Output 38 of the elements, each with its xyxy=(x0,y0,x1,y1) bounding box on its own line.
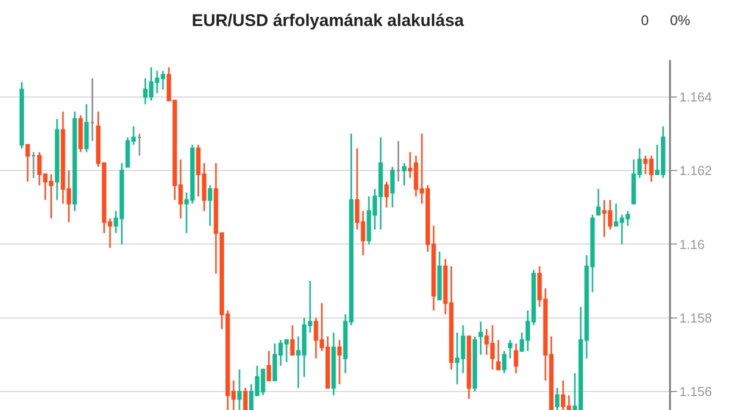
y-tick-label: 1.162 xyxy=(679,163,712,178)
candlestick xyxy=(84,103,89,153)
candlestick xyxy=(472,336,478,392)
candlestick xyxy=(496,339,501,370)
candlestick xyxy=(502,350,506,374)
candlestick xyxy=(237,368,242,410)
candlestick xyxy=(137,132,142,157)
y-tick-label: 1.156 xyxy=(679,384,712,400)
candlestick xyxy=(266,350,272,382)
candlestick xyxy=(25,144,30,182)
candlestick xyxy=(390,166,395,208)
candlestick xyxy=(78,114,83,153)
candlestick xyxy=(508,339,512,360)
y-tick-label: 1.164 xyxy=(679,89,712,104)
candlestick xyxy=(54,118,60,201)
candlestick xyxy=(20,81,24,150)
candlestick xyxy=(290,324,295,356)
chart-title: EUR/USD árfolyamának alakulása xyxy=(192,10,464,30)
text: 0 xyxy=(641,12,649,28)
candlestick xyxy=(402,162,406,186)
candlestick xyxy=(331,332,336,396)
candlestick xyxy=(208,184,212,227)
candlestick xyxy=(72,110,77,212)
candlestick xyxy=(31,151,36,179)
y-tick-label: 1.158 xyxy=(679,310,712,326)
text: 0% xyxy=(670,12,690,28)
candlestick xyxy=(384,180,389,208)
candlestick xyxy=(478,320,483,356)
candlestick xyxy=(90,78,95,142)
candlestick xyxy=(337,339,342,385)
candlestick xyxy=(396,140,401,182)
candlestick xyxy=(555,387,560,410)
candlestick xyxy=(243,387,248,410)
y-tick-label: 1.16 xyxy=(679,236,705,252)
candlestick xyxy=(466,336,472,400)
candlestick xyxy=(596,188,601,216)
candlestick xyxy=(437,250,442,300)
candlestick xyxy=(514,342,518,374)
